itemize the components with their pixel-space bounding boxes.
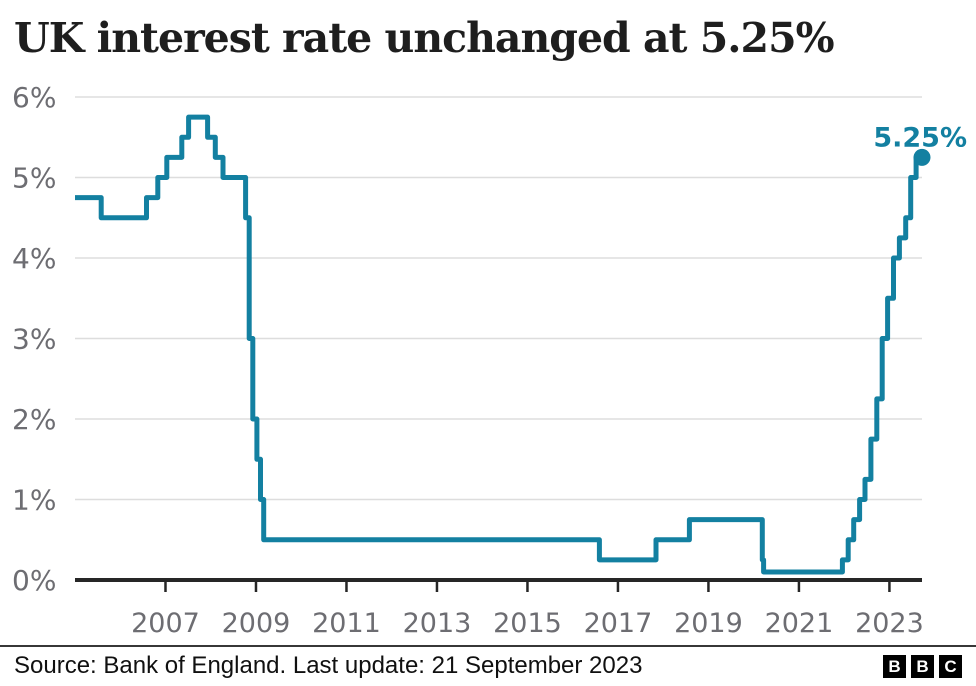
source-attribution: Source: Bank of England. Last update: 21… (14, 652, 643, 679)
x-axis-label: 2011 (312, 608, 381, 639)
end-value-annotation: 5.25% (873, 122, 967, 153)
y-axis-label: 5% (12, 162, 56, 195)
x-axis-label: 2021 (765, 608, 834, 639)
rate-step-line (75, 114, 922, 575)
y-axis-label: 3% (12, 323, 56, 356)
x-axis-label: 2007 (131, 608, 200, 639)
chart-title: UK interest rate unchanged at 5.25% (14, 14, 835, 62)
footer-divider (0, 645, 976, 647)
x-axis-label: 2017 (584, 608, 653, 639)
x-axis-label: 2023 (855, 608, 924, 639)
bbc-logo-block: B (911, 654, 934, 678)
y-axis-label: 0% (12, 564, 56, 597)
bbc-logo-block: B (883, 654, 906, 678)
end-point-dot (913, 148, 931, 166)
bbc-logo-block: C (939, 654, 962, 678)
x-axis-label: 2009 (222, 608, 291, 639)
y-axis-label: 6% (12, 81, 56, 114)
y-axis-label: 4% (12, 242, 56, 275)
y-axis-label: 2% (12, 403, 56, 436)
x-axis-label: 2019 (674, 608, 743, 639)
x-axis-label: 2013 (403, 608, 472, 639)
y-axis-label: 1% (12, 484, 56, 517)
footer: Source: Bank of England. Last update: 21… (14, 651, 962, 681)
x-axis-label: 2015 (493, 608, 562, 639)
